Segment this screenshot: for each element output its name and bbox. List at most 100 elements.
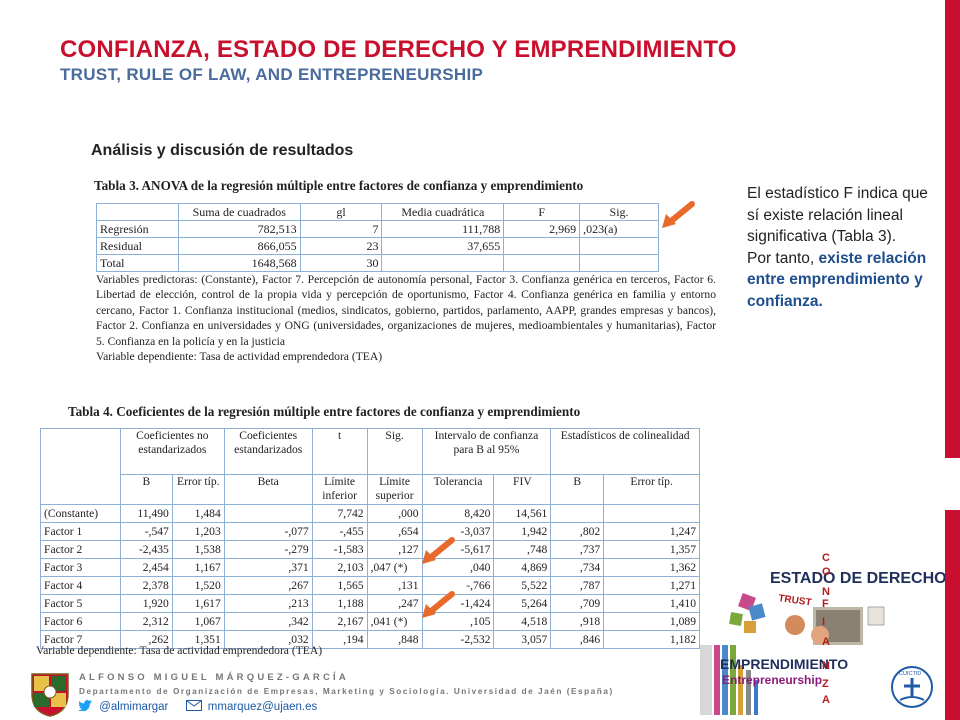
side-paragraph-1: El estadístico F indica que sí existe re… [747, 185, 928, 245]
row-label: Factor 6 [40, 612, 121, 631]
table-cell: ,371 [223, 558, 313, 577]
table-cell: ,267 [223, 576, 313, 595]
svg-text:Z: Z [822, 678, 829, 690]
emprendimiento-label: EMPRENDIMIENTO [720, 656, 848, 672]
table-cell: ,127 [366, 540, 423, 559]
table-cell [223, 504, 313, 523]
table-cell: 1,362 [603, 558, 700, 577]
table-cell: ,032 [223, 630, 313, 649]
table-cell: 2,167 [311, 612, 368, 631]
entrepreneurship-label: Entrepreneurship [722, 673, 822, 687]
table-cell: 1,067 [171, 612, 225, 631]
email-link[interactable]: mmarquez@ujaen.es [207, 700, 318, 713]
row-label: Factor 3 [40, 558, 121, 577]
table-cell: ,748 [493, 540, 552, 559]
table-cell: 1,203 [171, 522, 225, 541]
table-row: Factor 1 -,547 1,203 -,077 -,455,654 -3,037 1,… [40, 522, 700, 541]
table-cell: 1,920 [119, 594, 173, 613]
mail-icon [185, 699, 202, 714]
table-cell: 2,103 [311, 558, 368, 577]
table-cell: ,787 [550, 576, 605, 595]
page-subtitle: TRUST, RULE OF LAW, AND ENTREPRENEURSHIP [60, 65, 484, 84]
svg-text:O: O [822, 566, 831, 578]
table-row: Factor 6 2,312 1,067,342 2,167,041 (*) ,105 4… [40, 612, 700, 631]
table-cell: -,077 [223, 522, 313, 541]
footer-contact: @almimargar mmarquez@ujaen.es [77, 699, 318, 714]
table-cell: 1,247 [603, 522, 700, 541]
twitter-handle[interactable]: @almimargar [99, 700, 169, 713]
estado-label: ESTADO DE DERECHO [770, 570, 945, 587]
table-cell: 1,351 [171, 630, 225, 649]
page-title: CONFIANZA, ESTADO DE DERECHO Y EMPRENDIM… [60, 36, 737, 63]
right-accent-bar [945, 0, 960, 720]
arrow-icon [422, 591, 455, 618]
table-cell: -1,424 [421, 594, 495, 613]
table-cell: 7,742 [311, 504, 368, 523]
table-cell [550, 504, 605, 523]
table-cell: ,848 [366, 630, 423, 649]
table-cell: ,918 [550, 612, 605, 631]
table-cell: 5,522 [493, 576, 552, 595]
table3-notes: Variables predictoras: (Constante), Fact… [96, 272, 716, 364]
svg-text:N: N [822, 660, 830, 672]
table-cell: 1,188 [311, 594, 368, 613]
table-cell: ,709 [550, 594, 605, 613]
table-cell: 1,565 [311, 576, 368, 595]
confianza-vertical: C O N F I A N Z A [822, 552, 831, 706]
table4-title: Tabla 4. Coeficientes de la regresión mú… [68, 404, 581, 419]
table-cell: 1,182 [603, 630, 700, 649]
table-cell: ,047 (*) [366, 558, 423, 577]
table-row: Factor 4 2,378 1,520,267 1,565,131 -,766 5,52… [40, 576, 700, 595]
table-row: Factor 2 -2,435 1,538 -,279 -1,583,127 -5,617… [40, 540, 700, 559]
table-cell: 1,520 [171, 576, 225, 595]
twitter-icon [77, 699, 93, 714]
table-cell: -,547 [119, 522, 173, 541]
arrow-icon [422, 537, 455, 564]
table-cell: ,213 [223, 594, 313, 613]
table-cell: -2,532 [421, 630, 495, 649]
table-cell: 1,089 [603, 612, 700, 631]
svg-text:F: F [822, 598, 829, 610]
table-cell: 4,869 [493, 558, 552, 577]
row-label: Factor 7 [40, 630, 121, 649]
table3-note-predictors: Variables predictoras: (Constante), Fact… [96, 273, 716, 348]
coefficients-table: Coeficientes no estandarizados Coeficien… [40, 428, 700, 649]
footer-department: Departamento de Organización de Empresas… [79, 687, 614, 696]
table-row: Factor 3 2,454 1,167,371 2,103,047 (*) ,040 4… [40, 558, 700, 577]
table-cell: 1,538 [171, 540, 225, 559]
table-cell: 8,420 [421, 504, 495, 523]
table-row: Regresión 782,513 7 111,788 2,969 ,023(a… [96, 220, 659, 238]
table-cell: ,846 [550, 630, 605, 649]
table-cell: 1,617 [171, 594, 225, 613]
side-highlight: existe relación entre emprendimiento y c… [747, 249, 927, 310]
cuictid-logo: CUICTID [891, 666, 933, 708]
table-cell: ,262 [119, 630, 173, 649]
table-cell: 1,271 [603, 576, 700, 595]
table-cell: ,131 [366, 576, 423, 595]
topic-graphic: ESTADO DE DERECHO TRUST EMPRENDIMIENTO E… [700, 552, 945, 715]
table-row: (Constante) 11,490 1,484 7,742,000 8,420 14,5… [40, 504, 700, 523]
table-cell: 4,518 [493, 612, 552, 631]
university-crest-icon [31, 673, 69, 717]
table-row: Factor 7,262 1,351,032,194,848 -2,532 3,057… [40, 630, 700, 649]
table-row: Residual 866,055 23 37,655 [96, 237, 659, 255]
table-subheader-row: B Error típ. Beta Límite inferior Límite… [41, 474, 700, 505]
table-row: Factor 5 1,920 1,617,213 1,188,247 -1,424 5,2… [40, 594, 700, 613]
table-cell: 1,357 [603, 540, 700, 559]
svg-text:N: N [822, 586, 830, 598]
table4-note: Variable dependiente: Tasa de actividad … [36, 644, 323, 657]
table-cell: ,194 [311, 630, 368, 649]
anova-table: Suma de cuadrados gl Media cuadrática F … [96, 203, 659, 272]
table-cell: ,734 [550, 558, 605, 577]
table-cell [603, 504, 700, 523]
table-cell: ,342 [223, 612, 313, 631]
table3-title: Tabla 3. ANOVA de la regresión múltiple … [94, 178, 584, 193]
table-row: Total 1648,568 30 [96, 254, 659, 272]
emprendimiento-wordcloud [700, 645, 758, 715]
table-cell: -,455 [311, 522, 368, 541]
table-cell: 1,942 [493, 522, 552, 541]
side-commentary: El estadístico F indica que sí existe re… [747, 183, 937, 312]
table-cell: -1,583 [311, 540, 368, 559]
table-cell: ,000 [366, 504, 423, 523]
table-cell: -5,617 [421, 540, 495, 559]
